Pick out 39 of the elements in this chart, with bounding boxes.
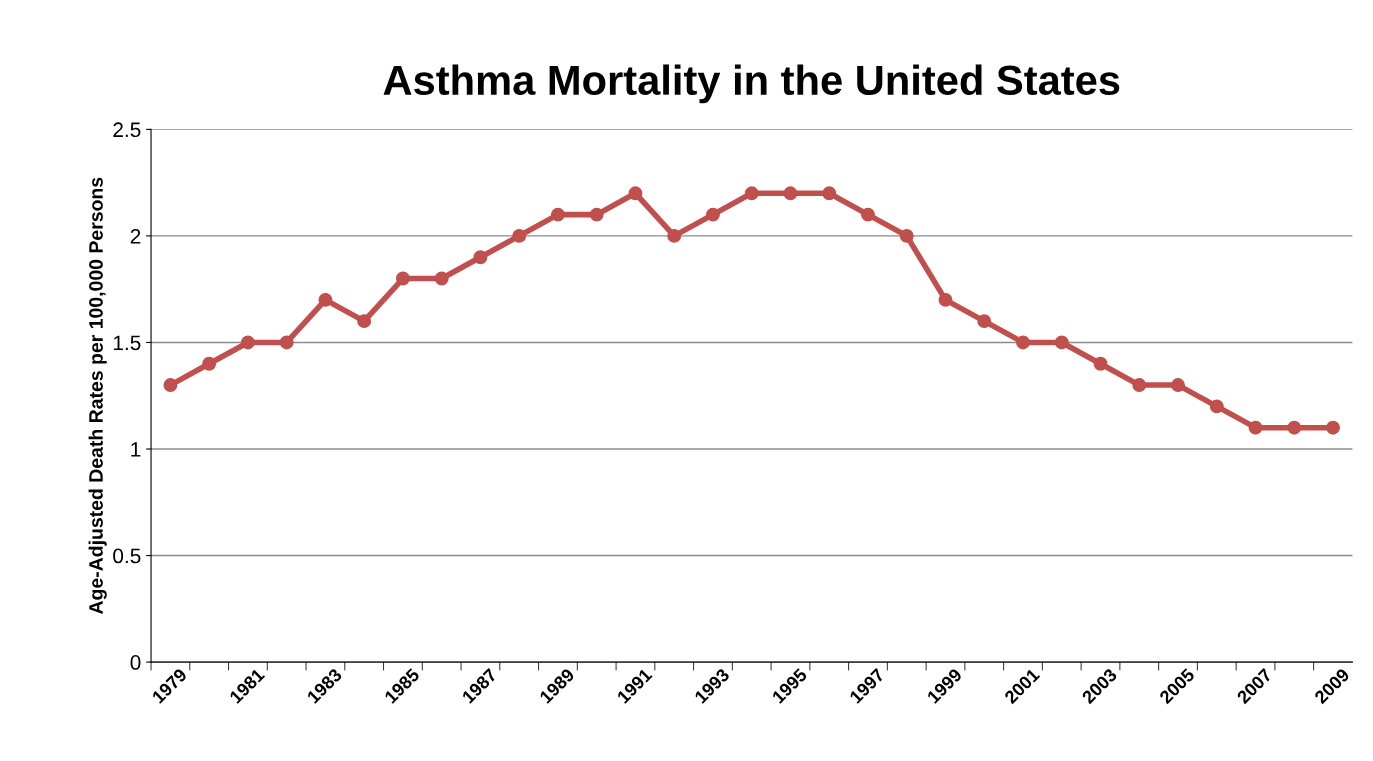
point — [434, 271, 449, 286]
point — [1093, 356, 1108, 371]
y-axis-title: Age-Adjusted Death Rates per 100,000 Persons — [88, 177, 107, 615]
point — [667, 228, 682, 243]
point — [744, 186, 759, 201]
point — [318, 292, 333, 307]
point — [202, 356, 217, 371]
point — [1132, 378, 1147, 393]
y-tick-label: 2.5 — [113, 122, 141, 138]
point — [279, 335, 294, 350]
point — [1287, 420, 1302, 435]
point — [822, 186, 837, 201]
point — [977, 314, 992, 329]
point — [938, 292, 953, 307]
point — [357, 314, 372, 329]
point — [706, 207, 720, 222]
point — [473, 250, 488, 265]
y-tick-label: 1.5 — [113, 335, 141, 351]
point — [1171, 378, 1185, 393]
y-tick-label: 1 — [131, 442, 141, 457]
point — [1248, 420, 1263, 435]
point — [240, 335, 255, 350]
chart-title: Asthma Mortality in the United States — [383, 64, 1120, 104]
point — [899, 228, 914, 243]
y-tick-label: 0.5 — [113, 548, 141, 564]
point — [1209, 399, 1224, 414]
point — [395, 271, 410, 286]
point — [163, 378, 178, 393]
point — [783, 186, 798, 201]
point — [1016, 335, 1030, 350]
point — [628, 186, 643, 201]
point — [589, 207, 604, 222]
y-tick-label: 2 — [130, 228, 141, 244]
point — [1326, 420, 1340, 435]
point — [512, 228, 527, 243]
y-tick-label: 0 — [130, 655, 141, 670]
point — [861, 207, 875, 222]
point — [551, 207, 565, 222]
point — [1054, 335, 1069, 350]
